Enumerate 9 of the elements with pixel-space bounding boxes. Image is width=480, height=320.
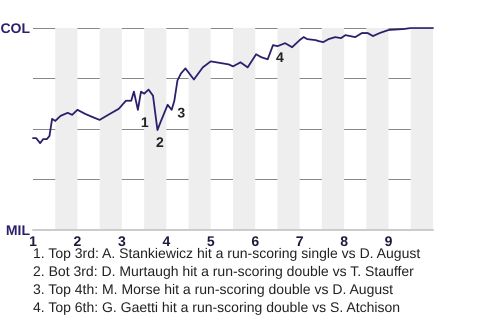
text: COL xyxy=(0,20,30,36)
annotation: 4 xyxy=(276,49,284,66)
annotation: 1 xyxy=(140,114,149,130)
text: 2. Bot 3rd: D. Murtaugh hit a run-scoring double vs T. Stauffer xyxy=(33,263,414,279)
text: 3. Top 4th: M. Morse hit a run-scoring double vs D. August xyxy=(33,281,394,297)
annotation: 3 xyxy=(177,104,186,121)
text: 4. Top 6th: G. Gaetti hit a run-scoring double vs S. Atchison xyxy=(33,299,400,315)
annotation: 2 xyxy=(156,134,164,150)
text: MIL xyxy=(6,222,30,238)
